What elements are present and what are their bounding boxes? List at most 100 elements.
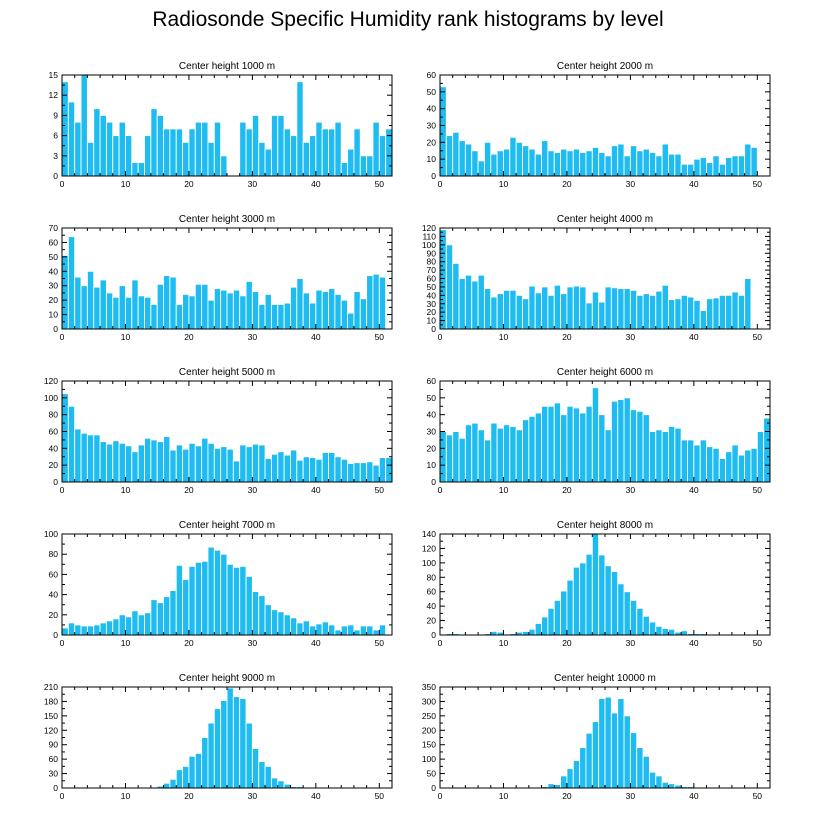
histogram-bar xyxy=(737,294,746,330)
histogram-bar xyxy=(340,299,349,330)
x-tick-label: 0 xyxy=(60,638,65,648)
histogram-bar xyxy=(150,304,158,330)
panel-title: Center height 8000 m xyxy=(557,520,653,531)
histogram-bar xyxy=(617,288,625,330)
histogram-bar xyxy=(452,431,460,483)
histogram-bar xyxy=(661,781,669,789)
histogram-bar xyxy=(483,141,492,177)
histogram-bar xyxy=(125,135,133,177)
histogram-bar xyxy=(150,439,158,483)
y-tick-label: 120 xyxy=(44,376,58,386)
histogram-bar xyxy=(731,155,739,177)
histogram-bar xyxy=(347,312,355,330)
histogram-bar xyxy=(718,457,727,483)
histogram-bar xyxy=(528,628,536,636)
histogram-bar xyxy=(207,141,215,177)
x-tick-label: 0 xyxy=(60,332,65,342)
histogram-bar xyxy=(163,782,171,789)
x-tick-label: 20 xyxy=(184,638,194,648)
histogram-bar xyxy=(86,625,95,636)
x-tick-label: 50 xyxy=(375,485,385,495)
histogram-bar xyxy=(366,275,374,330)
histogram-bar xyxy=(86,141,95,177)
x-tick-label: 0 xyxy=(438,332,443,342)
histogram-bar xyxy=(67,405,76,483)
histogram-bar xyxy=(680,439,688,483)
y-tick-label: 15 xyxy=(49,70,59,80)
histogram-bar xyxy=(232,460,241,483)
histogram-bar xyxy=(617,399,625,483)
histogram-bar xyxy=(598,151,606,177)
histogram-bar xyxy=(629,732,638,789)
x-tick-label: 20 xyxy=(562,179,572,189)
histogram-bar xyxy=(220,155,228,177)
y-tick-label: 0 xyxy=(53,324,58,334)
histogram-bar xyxy=(756,431,765,483)
y-tick-label: 40 xyxy=(427,601,437,611)
histogram-bar xyxy=(315,458,323,483)
histogram-bar xyxy=(74,624,82,636)
histogram-panel: Center height 4000 m0 10 20 30 40 50010203040… xyxy=(422,214,771,342)
histogram-bar xyxy=(579,562,587,636)
x-tick-label: 40 xyxy=(311,791,321,801)
histogram-bar xyxy=(270,453,279,483)
histogram-bar xyxy=(163,275,171,330)
histogram-bar xyxy=(251,291,260,330)
histogram-bar xyxy=(334,629,342,636)
histogram-bar xyxy=(80,625,88,636)
panel-title: Center height 2000 m xyxy=(557,61,653,72)
histogram-bar xyxy=(175,128,184,177)
histogram-bar xyxy=(464,424,473,483)
histogram-bar xyxy=(309,302,317,330)
x-tick-label: 40 xyxy=(689,179,699,189)
y-tick-label: 60 xyxy=(427,274,437,284)
histogram-bar xyxy=(213,447,222,483)
histogram-bar xyxy=(566,286,574,330)
histogram-bar xyxy=(579,747,587,789)
x-tick-label: 50 xyxy=(753,179,763,189)
histogram-bar xyxy=(283,302,291,330)
histogram-bar xyxy=(541,286,549,330)
histogram-bar xyxy=(315,121,323,177)
x-tick-label: 10 xyxy=(499,485,509,495)
histogram-bar xyxy=(359,625,368,636)
histogram-bar xyxy=(661,628,669,636)
y-tick-label: 60 xyxy=(49,754,59,764)
histogram-bar xyxy=(483,288,492,330)
histogram-bar xyxy=(137,162,145,177)
histogram-bar xyxy=(534,412,542,483)
histogram-panel: Center height 8000 m 0 10 20 30 40 50 0 20 40 60 80… xyxy=(422,520,771,648)
histogram-bar xyxy=(378,135,387,177)
histogram-bar xyxy=(366,625,374,636)
histogram-bar xyxy=(687,296,695,330)
histogram-bar xyxy=(309,625,317,636)
histogram-bar xyxy=(610,712,619,789)
y-tick-label: 20 xyxy=(427,443,437,453)
histogram-bar xyxy=(712,447,720,483)
histogram-bar xyxy=(239,444,247,483)
histogram-bar xyxy=(699,157,707,177)
y-tick-label: 60 xyxy=(427,376,437,386)
histogram-bar xyxy=(629,409,638,483)
y-tick-label: 12 xyxy=(49,90,59,100)
histogram-bar xyxy=(490,296,498,330)
panel-title: Center height 3000 m xyxy=(179,214,275,225)
histogram-bar xyxy=(264,604,272,636)
histogram-bar xyxy=(534,292,542,330)
histogram-bar xyxy=(648,621,657,636)
histogram-bar xyxy=(277,780,285,789)
histogram-bar xyxy=(547,607,555,636)
histogram-bar xyxy=(490,153,498,177)
histogram-bar xyxy=(553,284,562,330)
histogram-bar xyxy=(528,148,536,177)
histogram-bar xyxy=(598,301,606,330)
x-tick-label: 50 xyxy=(375,638,385,648)
histogram-bar xyxy=(566,405,574,483)
histogram-bar xyxy=(74,428,82,483)
histogram-panel: Center height 5000 m 0 10 20 30 40 50 0 20 40 60 80… xyxy=(44,367,393,495)
y-tick-label: 0 xyxy=(53,477,58,487)
histogram-bar xyxy=(283,783,291,789)
x-tick-label: 0 xyxy=(438,179,443,189)
histogram-bar xyxy=(347,463,355,483)
y-tick-label: 40 xyxy=(49,590,59,600)
